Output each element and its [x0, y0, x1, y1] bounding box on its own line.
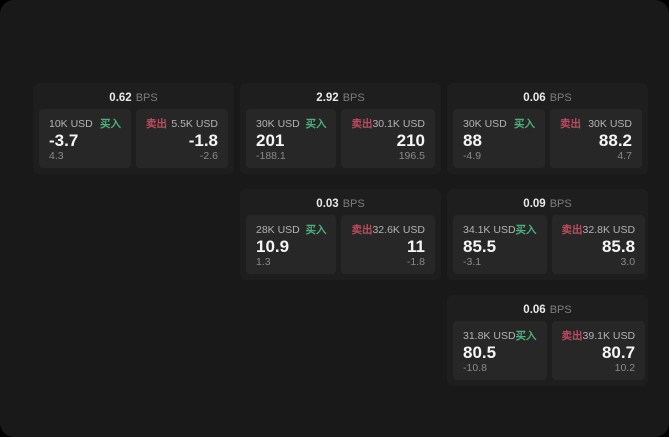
- sell-panel[interactable]: 卖出 39.1K USD 80.7 10.2: [551, 321, 646, 380]
- card-header: 0.06 BPS: [453, 300, 642, 317]
- bps-value: 0.03: [316, 198, 339, 210]
- buy-change: -3.1: [463, 256, 482, 268]
- card-header: 0.09 BPS: [453, 194, 642, 211]
- buy-price: -3.7: [49, 131, 79, 150]
- buy-panel[interactable]: 10K USD 买入 -3.7 4.3: [39, 109, 131, 168]
- buy-panel[interactable]: 31.8K USD 买入 80.5 -10.8: [453, 321, 547, 380]
- sell-amount: 30K USD: [588, 118, 632, 130]
- quote-card: 0.06 BPS 31.8K USD 买入 80.5 -10.8 卖出 39.1K…: [447, 295, 648, 386]
- bps-unit-label: BPS: [549, 304, 572, 316]
- buy-amount: 10K USD: [49, 118, 93, 130]
- card-header: 0.03 BPS: [246, 194, 435, 211]
- buy-amount: 34.1K USD: [463, 224, 516, 236]
- bps-unit-label: BPS: [135, 92, 158, 104]
- bps-value: 0.06: [523, 92, 546, 104]
- sell-amount: 30.1K USD: [372, 118, 425, 130]
- buy-price: 10.9: [256, 237, 290, 256]
- sell-change: 196.5: [398, 150, 425, 162]
- sell-price: 85.8: [601, 237, 636, 256]
- buy-panel[interactable]: 30K USD 买入 201 -188.1: [246, 109, 337, 168]
- buy-tag: 买入: [514, 118, 535, 130]
- buy-amount: 30K USD: [256, 118, 300, 130]
- sell-amount: 32.8K USD: [582, 224, 636, 236]
- buy-price: 85.5: [463, 237, 497, 256]
- sell-panel[interactable]: 卖出 5.5K USD -1.8 -2.6: [136, 109, 228, 168]
- card-header: 0.06 BPS: [453, 88, 642, 105]
- buy-change: -188.1: [256, 150, 286, 162]
- buy-tag: 买入: [515, 330, 537, 342]
- bps-value: 0.09: [523, 198, 546, 210]
- sell-price: 210: [396, 131, 425, 150]
- buy-price: 201: [256, 131, 285, 150]
- sell-price: 80.7: [601, 343, 636, 362]
- sell-change: 3.0: [620, 256, 636, 268]
- sell-change: 10.2: [614, 362, 636, 374]
- buy-change: 4.3: [49, 150, 64, 162]
- quote-card: 0.09 BPS 34.1K USD 买入 85.5 -3.1 卖出 32.8K …: [447, 189, 648, 280]
- sell-panel[interactable]: 卖出 32.6K USD 11 -1.8: [341, 215, 435, 274]
- sell-tag: 卖出: [146, 118, 167, 130]
- quote-card: 2.92 BPS 30K USD 买入 201 -188.1 卖出 30.1K U…: [240, 83, 441, 174]
- sell-panel[interactable]: 卖出 32.8K USD 85.8 3.0: [551, 215, 646, 274]
- sell-tag: 卖出: [561, 224, 583, 236]
- card-header: 0.62 BPS: [39, 88, 228, 105]
- sell-tag: 卖出: [560, 118, 581, 130]
- buy-change: -10.8: [463, 362, 487, 374]
- sell-panel[interactable]: 卖出 30.1K USD 210 196.5: [341, 109, 435, 168]
- buy-tag: 买入: [100, 118, 121, 130]
- card-header: 2.92 BPS: [246, 88, 435, 105]
- sell-amount: 39.1K USD: [582, 330, 636, 342]
- sell-price: 11: [407, 237, 425, 256]
- buy-change: 1.3: [256, 256, 271, 268]
- buy-amount: 30K USD: [463, 118, 507, 130]
- bps-value: 0.06: [523, 304, 546, 316]
- sell-price: 88.2: [598, 131, 632, 150]
- buy-amount: 31.8K USD: [463, 330, 516, 342]
- buy-panel[interactable]: 30K USD 买入 88 -4.9: [453, 109, 545, 168]
- sell-tag: 卖出: [561, 330, 583, 342]
- bps-unit-label: BPS: [342, 198, 365, 210]
- buy-price: 88: [463, 131, 482, 150]
- buy-tag: 买入: [305, 224, 327, 236]
- buy-panel[interactable]: 34.1K USD 买入 85.5 -3.1: [453, 215, 547, 274]
- buy-tag: 买入: [305, 118, 327, 130]
- quote-card: 0.06 BPS 30K USD 买入 88 -4.9 卖出 30K USD 88…: [447, 83, 648, 174]
- quote-card: 0.03 BPS 28K USD 买入 10.9 1.3 卖出 32.6K USD…: [240, 189, 441, 280]
- sell-amount: 5.5K USD: [171, 118, 218, 130]
- sell-change: -2.6: [199, 150, 218, 162]
- bps-value: 0.62: [109, 92, 132, 104]
- sell-tag: 卖出: [351, 224, 373, 236]
- sell-price: -1.8: [188, 131, 218, 150]
- sell-panel[interactable]: 卖出 30K USD 88.2 4.7: [550, 109, 642, 168]
- sell-tag: 卖出: [351, 118, 373, 130]
- sell-amount: 32.6K USD: [372, 224, 425, 236]
- sell-change: 4.7: [617, 150, 632, 162]
- buy-panel[interactable]: 28K USD 买入 10.9 1.3: [246, 215, 337, 274]
- quote-card: 0.62 BPS 10K USD 买入 -3.7 4.3 卖出 5.5K USD …: [33, 83, 234, 174]
- bps-unit-label: BPS: [549, 92, 572, 104]
- buy-price: 80.5: [463, 343, 497, 362]
- buy-change: -4.9: [463, 150, 482, 162]
- sell-change: -1.8: [406, 256, 425, 268]
- bps-value: 2.92: [316, 92, 339, 104]
- buy-tag: 买入: [515, 224, 537, 236]
- bps-unit-label: BPS: [549, 198, 572, 210]
- bps-unit-label: BPS: [342, 92, 365, 104]
- buy-amount: 28K USD: [256, 224, 300, 236]
